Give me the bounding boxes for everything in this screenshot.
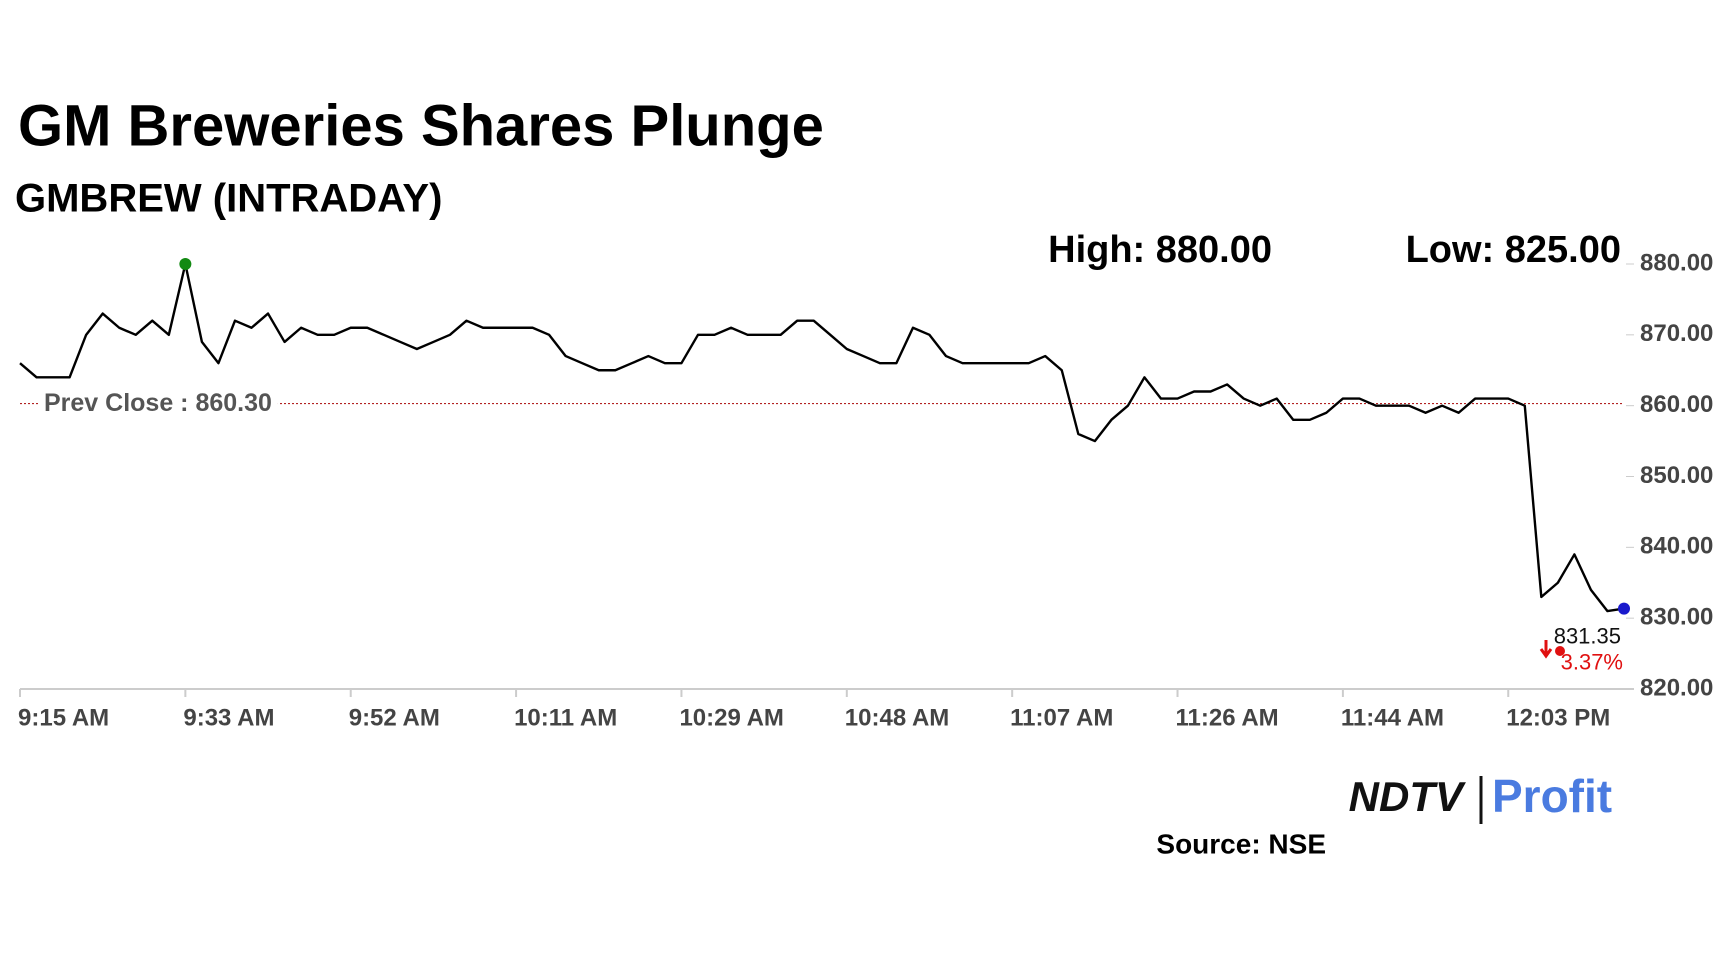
change-label: 3.37% — [1561, 649, 1623, 674]
x-tick-label: 10:11 AM — [514, 704, 617, 731]
x-tick-label: 9:33 AM — [183, 704, 274, 731]
down-arrow — [1539, 640, 1553, 659]
x-tick-label: 9:15 AM — [18, 704, 109, 731]
x-tick-label: 11:26 AM — [1176, 704, 1279, 731]
y-tick-label: 820.00 — [1640, 674, 1713, 701]
x-tick-label: 12:03 PM — [1506, 704, 1610, 731]
y-tick-label: 840.00 — [1640, 533, 1713, 560]
y-tick-label: 850.00 — [1640, 462, 1713, 489]
last-marker — [1618, 602, 1630, 615]
change-dot — [1555, 646, 1565, 656]
source: Source: NSE — [1156, 828, 1326, 859]
chart-title: GM Breweries Shares Plunge — [18, 93, 824, 158]
x-tick-label: 10:29 AM — [679, 704, 783, 731]
low-label: Low: 825.00 — [1406, 229, 1621, 271]
high-marker — [179, 258, 192, 270]
y-tick-label: 870.00 — [1640, 320, 1713, 347]
prev-close-label: Prev Close : 860.30 — [44, 389, 272, 417]
brand-right: Profit — [1492, 770, 1612, 822]
last-value-label: 831.35 — [1554, 623, 1621, 648]
prev-close-label-bg — [38, 389, 278, 418]
y-tick-label: 860.00 — [1640, 391, 1713, 418]
x-tick-label: 10:48 AM — [845, 704, 949, 731]
brand-left: NDTV — [1349, 773, 1466, 820]
chart-subtitle: GMBREW (INTRADAY) — [15, 177, 442, 221]
x-tick-label: 11:07 AM — [1010, 704, 1113, 731]
x-tick-label: 11:44 AM — [1341, 704, 1444, 731]
price-line — [19, 262, 1625, 613]
y-tick-label: 830.00 — [1640, 604, 1713, 631]
high-label: High: 880.00 — [1048, 229, 1272, 271]
x-tick-label: 9:52 AM — [349, 704, 440, 731]
y-tick-label: 880.00 — [1640, 249, 1713, 276]
